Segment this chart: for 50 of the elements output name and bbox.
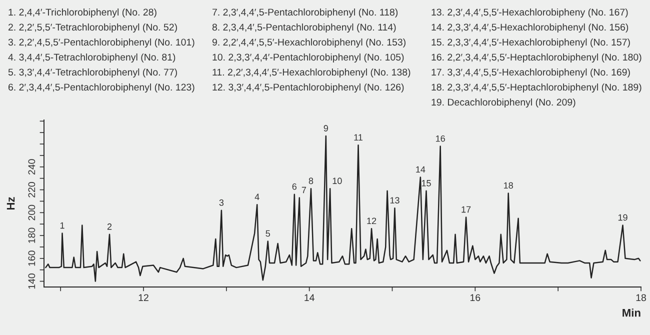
annotation: 11 bbox=[354, 134, 362, 141]
annotation: 8 bbox=[308, 178, 314, 184]
x-tick-label: 18 bbox=[636, 294, 646, 302]
text: 2. 2,2′,5,5′-Tetrachlorobiphenyl (No. 52) bbox=[8, 23, 177, 33]
text: 5. 3,3′,4,4′-Tetrachlorobiphenyl (No. 77) bbox=[8, 68, 177, 78]
text: 12. 3,3′,4,4′,5-Pentachlorobiphenyl (No. 126) bbox=[212, 83, 404, 93]
x-tick-label: 16 bbox=[470, 294, 480, 302]
text: 18. 2,3,3′,4,4′,5,5′-Heptachlorobiphenyl (No. 189) bbox=[432, 83, 642, 93]
text: 7. 2,3′,4,4′,5-Pentachlorobiphenyl (No. 118) bbox=[212, 8, 398, 18]
annotation: 14 bbox=[416, 166, 426, 173]
text: 11. 2,2′,3,4,4′,5′-Hexachlorobiphenyl (No. 138) bbox=[212, 68, 410, 78]
text: 9. 2,2′,4,4′,5,5′-Hexachlorobiphenyl (No. 153) bbox=[212, 38, 406, 48]
y-tick-label: 240 bbox=[28, 159, 36, 175]
text: 13. 2,3′,4,4′,5,5′-Hexachlorobipheny (No. 167) bbox=[432, 8, 628, 18]
y-axis-title: Hz bbox=[6, 197, 15, 210]
annotation: 13 bbox=[390, 197, 400, 204]
x-tick-label: 12 bbox=[138, 294, 148, 301]
text: 4. 3,4,4′,5-Tetrachlorobiphenyl (No. 81) bbox=[8, 53, 176, 63]
annotation: 1 bbox=[60, 222, 64, 229]
annotation: 10 bbox=[332, 178, 342, 184]
annotation: 15 bbox=[422, 180, 431, 186]
annotation: 9 bbox=[324, 125, 328, 132]
annotation: 12 bbox=[367, 218, 376, 224]
annotation: 19 bbox=[618, 214, 628, 221]
text: 3. 2,2′,4,5,5′-Pentachlorobiphenyl (No. 101) bbox=[8, 38, 194, 48]
y-tick-label: 140 bbox=[28, 274, 36, 289]
text: 1. 2,4,4′-Trichlorobiphenyl (No. 28) bbox=[8, 8, 156, 18]
text: 17. 3,3′,4,4′,5,5′-Hexachlorobiphenyl (No. 169) bbox=[432, 68, 630, 78]
text: 19. Decachlorobiphenyl (No. 209) bbox=[432, 98, 576, 108]
x-axis-title: Min bbox=[622, 308, 640, 317]
text: 15. 2,3,3′,4,4′,5′-Hexachlorobiphenyl (No. 157) bbox=[432, 38, 630, 48]
annotation: 6 bbox=[292, 183, 297, 190]
annotation: 17 bbox=[462, 206, 471, 213]
annotation: 5 bbox=[266, 230, 270, 237]
text: 10. 2,3,3′,4,4′-Pentachlorobiphenyl (No. 105) bbox=[212, 53, 404, 63]
annotation: 3 bbox=[219, 199, 224, 206]
y-tick-label: 220 bbox=[28, 182, 36, 198]
text: 8. 2,3,4,4′,5-Pentachlorobiphenyl (No. 114) bbox=[212, 23, 396, 33]
annotation: 4 bbox=[254, 194, 260, 200]
annotation: 2 bbox=[107, 223, 112, 230]
annotation: 7 bbox=[302, 186, 306, 194]
y-tick-label: 180 bbox=[28, 228, 36, 243]
annotation: 18 bbox=[504, 182, 513, 189]
y-tick-label: 160 bbox=[28, 250, 36, 266]
annotation: 16 bbox=[436, 135, 445, 142]
text: 14. 2,3,3′,4,4′,5-Hexachlorobiphenyl (No. 156) bbox=[432, 23, 628, 33]
y-tick-label: 200 bbox=[28, 204, 36, 220]
text: 16. 2,2′,3,4,4′,5,5′-Heptachlorobiphenyl (No. 180) bbox=[432, 53, 642, 63]
text: 6. 2′,3,4,4′,5-Pentachlorobiphenyl (No. 123) bbox=[8, 83, 194, 93]
x-tick-label: 14 bbox=[304, 294, 314, 301]
